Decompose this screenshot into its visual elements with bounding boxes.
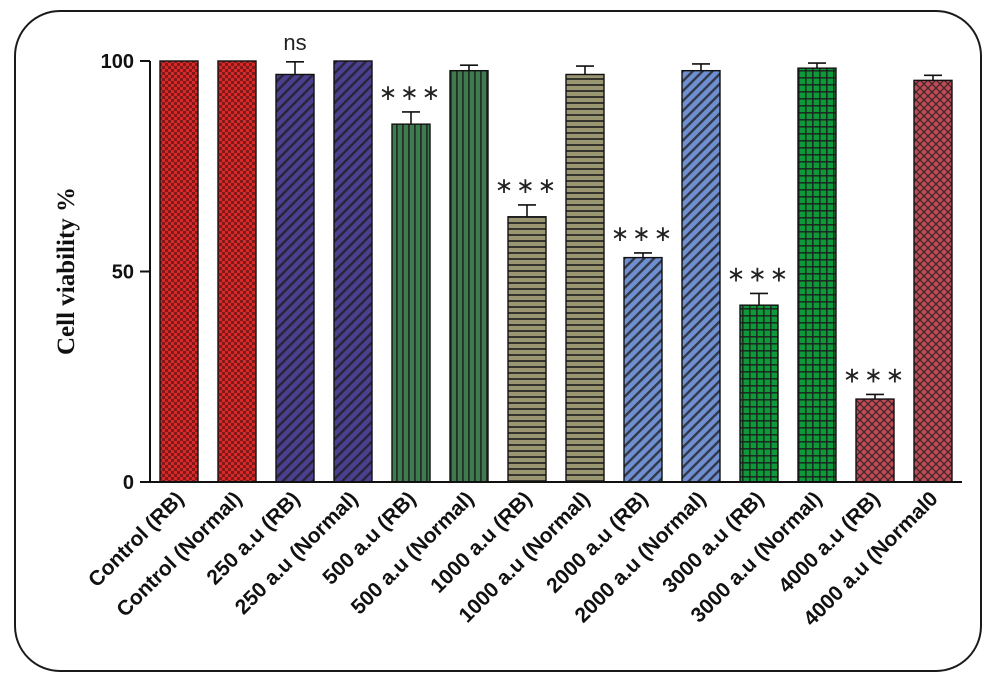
bar-3 xyxy=(333,60,373,483)
bar-4 xyxy=(391,123,431,483)
significance-label-8: ∗∗∗ xyxy=(611,222,675,247)
category-label-6: 1000 a.u (RB) xyxy=(426,487,536,597)
y-tick-label-0: 0 xyxy=(123,472,134,494)
significance-label-10: ∗∗∗ xyxy=(727,262,791,287)
category-label-8: 2000 a.u (RB) xyxy=(542,487,652,597)
bar-12 xyxy=(855,398,895,483)
significance-label-2: ns xyxy=(283,30,306,55)
y-tick-label-50: 50 xyxy=(112,262,134,284)
bar-1 xyxy=(217,60,257,483)
category-label-10: 3000 a.u (RB) xyxy=(658,487,768,597)
significance-label-6: ∗∗∗ xyxy=(495,174,559,199)
y-axis-label: Cell viability % xyxy=(53,187,80,355)
bars-layer xyxy=(159,60,953,483)
y-tick-label-100: 100 xyxy=(101,51,134,73)
category-label-12: 4000 a.u (RB) xyxy=(774,487,884,597)
bar-0 xyxy=(159,60,199,483)
bar-7 xyxy=(565,73,605,483)
axes-layer: 0 50 100 xyxy=(101,51,962,494)
bar-11 xyxy=(797,67,837,483)
significance-label-4: ∗∗∗ xyxy=(379,81,443,106)
bar-13 xyxy=(913,79,953,483)
bar-5 xyxy=(449,69,489,483)
bar-2 xyxy=(275,73,315,483)
bar-6 xyxy=(507,216,547,483)
bar-9 xyxy=(681,69,721,483)
bar-10 xyxy=(739,304,779,483)
significance-label-12: ∗∗∗ xyxy=(843,363,907,388)
bar-8 xyxy=(623,256,663,483)
